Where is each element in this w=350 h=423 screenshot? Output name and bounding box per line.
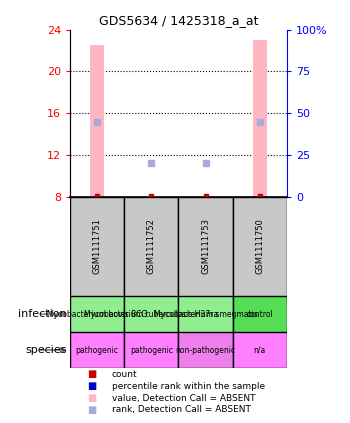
Text: GSM1111752: GSM1111752 bbox=[147, 218, 156, 275]
Bar bbox=[90, 45, 104, 197]
Bar bbox=[70, 197, 124, 296]
Text: GSM1111750: GSM1111750 bbox=[256, 218, 264, 275]
Text: Mycobacterium smegmatis: Mycobacterium smegmatis bbox=[154, 310, 258, 319]
Text: Mycobacterium tuberculosis H37ra: Mycobacterium tuberculosis H37ra bbox=[84, 310, 218, 319]
Text: GSM1111751: GSM1111751 bbox=[93, 218, 101, 275]
Bar bbox=[253, 40, 267, 197]
Text: value, Detection Call = ABSENT: value, Detection Call = ABSENT bbox=[112, 393, 256, 403]
Bar bbox=[233, 197, 287, 296]
Title: GDS5634 / 1425318_a_at: GDS5634 / 1425318_a_at bbox=[99, 14, 258, 27]
Text: ■: ■ bbox=[88, 369, 97, 379]
Bar bbox=[178, 296, 233, 332]
Text: ■: ■ bbox=[88, 393, 97, 403]
Text: n/a: n/a bbox=[254, 346, 266, 354]
Text: species: species bbox=[25, 345, 66, 355]
Bar bbox=[233, 296, 287, 332]
Text: ■: ■ bbox=[88, 381, 97, 391]
Text: pathogenic: pathogenic bbox=[130, 346, 173, 354]
Bar bbox=[70, 296, 124, 332]
Bar bbox=[70, 332, 124, 368]
Text: rank, Detection Call = ABSENT: rank, Detection Call = ABSENT bbox=[112, 405, 251, 415]
Text: Mycobacterium bovis BCG: Mycobacterium bovis BCG bbox=[47, 310, 147, 319]
Bar bbox=[124, 296, 178, 332]
Text: count: count bbox=[112, 370, 138, 379]
Text: percentile rank within the sample: percentile rank within the sample bbox=[112, 382, 265, 391]
Bar bbox=[233, 332, 287, 368]
Text: pathogenic: pathogenic bbox=[76, 346, 119, 354]
Bar bbox=[178, 332, 233, 368]
Text: ■: ■ bbox=[88, 405, 97, 415]
Bar bbox=[124, 197, 178, 296]
Text: GSM1111753: GSM1111753 bbox=[201, 218, 210, 275]
Text: non-pathogenic: non-pathogenic bbox=[176, 346, 236, 354]
Text: control: control bbox=[246, 310, 273, 319]
Bar bbox=[178, 197, 233, 296]
Text: infection: infection bbox=[18, 309, 66, 319]
Bar bbox=[124, 332, 178, 368]
